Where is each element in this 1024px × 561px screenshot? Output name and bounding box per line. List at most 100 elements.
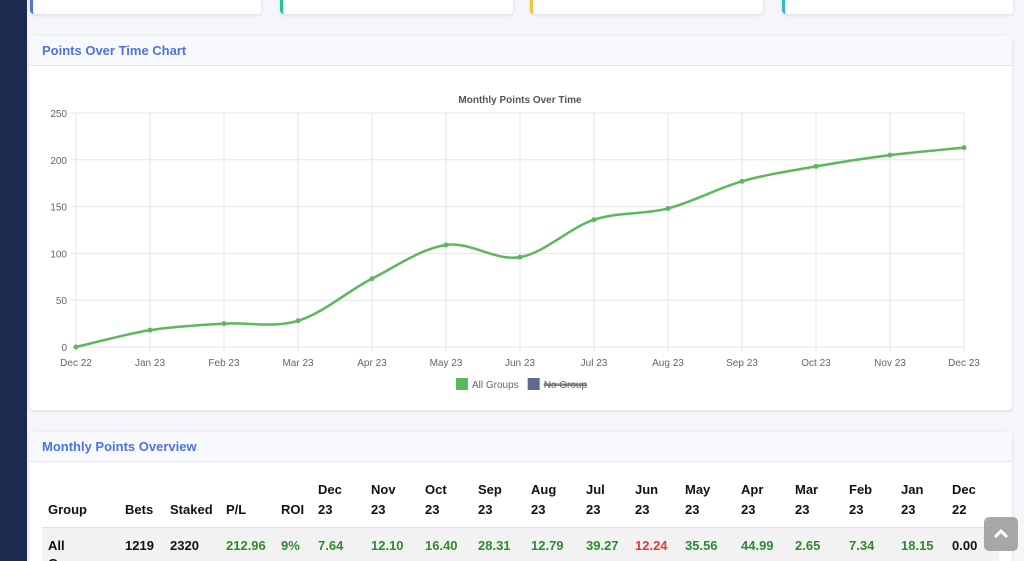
column-header-text: Feb 23 [849, 482, 873, 517]
column-header: Sep 23 [478, 478, 502, 520]
x-tick-label: Feb 23 [208, 358, 240, 369]
panel-title: Points Over Time Chart [42, 43, 187, 58]
column-header: Staked [170, 478, 213, 520]
table-cell: 2320 [170, 538, 199, 553]
table-cell: 12.24 [635, 538, 668, 553]
column-header: Jan 23 [901, 478, 923, 520]
column-header: ROI [281, 478, 304, 520]
column-header: Aug 23 [531, 478, 556, 520]
table-cell: 12.79 [531, 538, 564, 553]
column-header: P/L [226, 478, 246, 520]
chart-title: Monthly Points Over Time [458, 95, 582, 106]
x-tick-label: Dec 23 [948, 358, 980, 369]
point [517, 254, 523, 260]
stat-card [782, 0, 1013, 14]
point [295, 318, 301, 324]
point [369, 276, 375, 282]
column-header: Jun 23 [635, 478, 658, 520]
scroll-top-icon [993, 528, 1009, 539]
table-cell: 7.34 [849, 538, 875, 553]
column-header-text: Oct 23 [425, 482, 447, 517]
table-cell: 12.10 [371, 538, 404, 553]
point [813, 163, 819, 169]
column-header-text: Group [48, 502, 87, 517]
stat-card [530, 0, 763, 14]
column-header-text: Sep 23 [478, 482, 502, 517]
column-header-text: P/L [226, 502, 247, 517]
point [443, 242, 449, 248]
column-header: Group [48, 478, 87, 520]
column-header: Nov 23 [371, 478, 396, 520]
table-cell: 44.99 [741, 538, 774, 553]
column-header: Bets [125, 478, 153, 520]
table-cell: 28.31 [478, 538, 511, 553]
legend-label: No Group [544, 380, 588, 391]
y-tick-label: 200 [50, 156, 67, 167]
column-header-text: Aug 23 [531, 482, 557, 517]
table-cell: 212.96 [226, 538, 266, 553]
table-cell: All Groups [48, 538, 94, 561]
point [739, 178, 745, 184]
column-header: Apr 23 [741, 478, 763, 520]
table-panel: Monthly Points Overview [29, 432, 1012, 561]
column-header: Oct 23 [425, 478, 447, 520]
column-header-text: May 23 [685, 482, 711, 517]
column-header-text: Nov 23 [371, 482, 396, 517]
stat-card [280, 0, 513, 14]
x-tick-label: Dec 22 [60, 358, 92, 369]
legend-swatch [456, 378, 468, 390]
point [591, 217, 597, 223]
x-tick-label: Sep 23 [726, 358, 758, 369]
column-header-text: Mar 23 [795, 482, 819, 517]
y-tick-label: 50 [56, 296, 68, 307]
legend-label: All Groups [472, 380, 519, 391]
x-tick-label: Mar 23 [282, 358, 314, 369]
column-header-text: Jul 23 [586, 482, 605, 517]
panel-header [29, 432, 1012, 462]
table-cell: 39.27 [586, 538, 619, 553]
table-cell: 0.00 [952, 538, 978, 553]
y-tick-label: 250 [50, 109, 67, 120]
table-cell: 18.15 [901, 538, 934, 553]
column-header-text: Jan 23 [901, 482, 924, 517]
header-border [42, 527, 999, 528]
table-cell: 1219 [125, 538, 154, 553]
column-header: Mar 23 [795, 478, 818, 520]
column-header-text: Apr 23 [741, 482, 764, 517]
x-tick-label: Jul 23 [581, 358, 608, 369]
x-tick-label: Jun 23 [505, 358, 535, 369]
sidebar [0, 0, 27, 561]
column-header-text: Dec 23 [318, 482, 342, 517]
table-cell: 9% [281, 538, 300, 553]
point [73, 344, 79, 350]
column-header-text: Staked [170, 502, 213, 517]
stat-card [30, 0, 261, 14]
column-header: May 23 [685, 478, 710, 520]
column-header-text: Jun 23 [635, 482, 659, 517]
x-tick-label: Apr 23 [357, 358, 387, 369]
table-cell: 2.65 [795, 538, 821, 553]
panel-header [29, 36, 1012, 66]
x-tick-label: Aug 23 [652, 358, 684, 369]
point [665, 205, 671, 211]
point [221, 321, 227, 327]
row-background [42, 528, 999, 561]
point [147, 327, 153, 333]
legend-swatch [527, 378, 540, 390]
x-tick-label: Jan 23 [135, 358, 165, 369]
point [961, 145, 967, 151]
table-cell: 16.40 [425, 538, 458, 553]
x-tick-label: Nov 23 [874, 358, 906, 369]
column-header-text: Bets [125, 502, 154, 517]
point [887, 152, 893, 158]
scroll-top-button[interactable] [984, 517, 1018, 551]
column-header: Dec 23 [318, 478, 342, 520]
x-tick-label: May 23 [430, 358, 463, 369]
column-header-text: Dec 22 [952, 482, 976, 517]
panel-title: Monthly Points Overview [42, 439, 197, 454]
table-cell: 7.64 [318, 538, 344, 553]
column-header: Jul 23 [586, 478, 605, 520]
table-cell: 35.56 [685, 538, 718, 553]
